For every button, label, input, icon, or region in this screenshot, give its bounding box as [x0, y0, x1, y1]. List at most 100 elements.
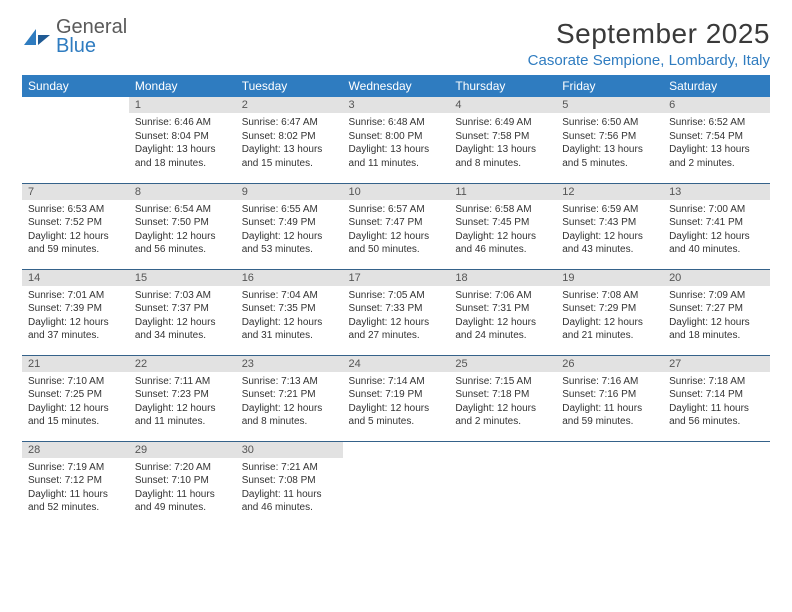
day-number: 13 [663, 184, 770, 200]
day-number: 6 [663, 97, 770, 113]
sunset-line: Sunset: 7:39 PM [28, 302, 123, 316]
daylight-line: Daylight: 12 hours [669, 316, 764, 330]
calendar-day-cell [449, 441, 556, 527]
day-body: Sunrise: 6:50 AMSunset: 7:56 PMDaylight:… [556, 113, 663, 174]
day-body: Sunrise: 6:55 AMSunset: 7:49 PMDaylight:… [236, 200, 343, 261]
daylight-line: and 46 minutes. [455, 243, 550, 257]
day-number: 7 [22, 184, 129, 200]
sunrise-line: Sunrise: 7:20 AM [135, 461, 230, 475]
calendar-week-row: 1Sunrise: 6:46 AMSunset: 8:04 PMDaylight… [22, 97, 770, 183]
sunrise-line: Sunrise: 7:10 AM [28, 375, 123, 389]
daylight-line: and 31 minutes. [242, 329, 337, 343]
calendar-day-cell: 9Sunrise: 6:55 AMSunset: 7:49 PMDaylight… [236, 183, 343, 269]
day-number: 27 [663, 356, 770, 372]
sunrise-line: Sunrise: 7:16 AM [562, 375, 657, 389]
sunset-line: Sunset: 7:49 PM [242, 216, 337, 230]
daylight-line: Daylight: 12 hours [562, 230, 657, 244]
sunrise-line: Sunrise: 7:14 AM [349, 375, 444, 389]
day-body: Sunrise: 7:11 AMSunset: 7:23 PMDaylight:… [129, 372, 236, 433]
sunset-line: Sunset: 7:31 PM [455, 302, 550, 316]
sunrise-line: Sunrise: 6:54 AM [135, 203, 230, 217]
sunrise-line: Sunrise: 7:21 AM [242, 461, 337, 475]
day-body: Sunrise: 7:15 AMSunset: 7:18 PMDaylight:… [449, 372, 556, 433]
sunset-line: Sunset: 8:04 PM [135, 130, 230, 144]
daylight-line: and 8 minutes. [455, 157, 550, 171]
day-number: 3 [343, 97, 450, 113]
sunrise-line: Sunrise: 7:03 AM [135, 289, 230, 303]
sunset-line: Sunset: 7:18 PM [455, 388, 550, 402]
calendar-day-cell: 28Sunrise: 7:19 AMSunset: 7:12 PMDayligh… [22, 441, 129, 527]
sunrise-line: Sunrise: 7:15 AM [455, 375, 550, 389]
daylight-line: and 15 minutes. [28, 415, 123, 429]
calendar-day-cell: 8Sunrise: 6:54 AMSunset: 7:50 PMDaylight… [129, 183, 236, 269]
weekday-header: Thursday [449, 75, 556, 97]
day-number: 18 [449, 270, 556, 286]
day-number: 1 [129, 97, 236, 113]
sunrise-line: Sunrise: 7:00 AM [669, 203, 764, 217]
day-body: Sunrise: 7:00 AMSunset: 7:41 PMDaylight:… [663, 200, 770, 261]
daylight-line: Daylight: 12 hours [242, 402, 337, 416]
day-number: 30 [236, 442, 343, 458]
sunrise-line: Sunrise: 6:49 AM [455, 116, 550, 130]
sunset-line: Sunset: 7:37 PM [135, 302, 230, 316]
daylight-line: and 5 minutes. [562, 157, 657, 171]
daylight-line: and 40 minutes. [669, 243, 764, 257]
sunset-line: Sunset: 7:23 PM [135, 388, 230, 402]
day-body: Sunrise: 7:09 AMSunset: 7:27 PMDaylight:… [663, 286, 770, 347]
sunset-line: Sunset: 7:25 PM [28, 388, 123, 402]
calendar-day-cell: 11Sunrise: 6:58 AMSunset: 7:45 PMDayligh… [449, 183, 556, 269]
sunset-line: Sunset: 7:21 PM [242, 388, 337, 402]
day-number: 12 [556, 184, 663, 200]
day-number: 16 [236, 270, 343, 286]
sunset-line: Sunset: 7:47 PM [349, 216, 444, 230]
day-body: Sunrise: 6:46 AMSunset: 8:04 PMDaylight:… [129, 113, 236, 174]
daylight-line: Daylight: 13 hours [349, 143, 444, 157]
calendar-day-cell: 7Sunrise: 6:53 AMSunset: 7:52 PMDaylight… [22, 183, 129, 269]
calendar-day-cell [556, 441, 663, 527]
day-number: 8 [129, 184, 236, 200]
calendar-day-cell: 26Sunrise: 7:16 AMSunset: 7:16 PMDayligh… [556, 355, 663, 441]
sunrise-line: Sunrise: 6:52 AM [669, 116, 764, 130]
sunrise-line: Sunrise: 7:11 AM [135, 375, 230, 389]
daylight-line: Daylight: 11 hours [28, 488, 123, 502]
day-number: 29 [129, 442, 236, 458]
day-number: 23 [236, 356, 343, 372]
day-number: 20 [663, 270, 770, 286]
day-body: Sunrise: 7:14 AMSunset: 7:19 PMDaylight:… [343, 372, 450, 433]
daylight-line: Daylight: 13 hours [455, 143, 550, 157]
day-number: 24 [343, 356, 450, 372]
sunset-line: Sunset: 7:56 PM [562, 130, 657, 144]
sunrise-line: Sunrise: 6:53 AM [28, 203, 123, 217]
daylight-line: Daylight: 11 hours [562, 402, 657, 416]
day-number: 9 [236, 184, 343, 200]
sunrise-line: Sunrise: 6:59 AM [562, 203, 657, 217]
sunrise-line: Sunrise: 6:50 AM [562, 116, 657, 130]
sunset-line: Sunset: 7:41 PM [669, 216, 764, 230]
page-title: September 2025 [528, 18, 770, 50]
sunrise-line: Sunrise: 6:47 AM [242, 116, 337, 130]
daylight-line: Daylight: 12 hours [28, 316, 123, 330]
daylight-line: Daylight: 11 hours [242, 488, 337, 502]
calendar-day-cell: 5Sunrise: 6:50 AMSunset: 7:56 PMDaylight… [556, 97, 663, 183]
calendar-day-cell: 29Sunrise: 7:20 AMSunset: 7:10 PMDayligh… [129, 441, 236, 527]
daylight-line: and 2 minutes. [455, 415, 550, 429]
weekday-header-row: Sunday Monday Tuesday Wednesday Thursday… [22, 75, 770, 97]
sunrise-line: Sunrise: 6:48 AM [349, 116, 444, 130]
calendar-table: Sunday Monday Tuesday Wednesday Thursday… [22, 75, 770, 527]
day-number: 11 [449, 184, 556, 200]
sunrise-line: Sunrise: 6:55 AM [242, 203, 337, 217]
day-number: 14 [22, 270, 129, 286]
calendar-day-cell: 12Sunrise: 6:59 AMSunset: 7:43 PMDayligh… [556, 183, 663, 269]
location-subtitle: Casorate Sempione, Lombardy, Italy [528, 52, 770, 69]
calendar-day-cell [343, 441, 450, 527]
sunset-line: Sunset: 7:52 PM [28, 216, 123, 230]
day-body: Sunrise: 7:06 AMSunset: 7:31 PMDaylight:… [449, 286, 556, 347]
daylight-line: and 37 minutes. [28, 329, 123, 343]
day-number: 2 [236, 97, 343, 113]
sunrise-line: Sunrise: 7:05 AM [349, 289, 444, 303]
sunset-line: Sunset: 7:54 PM [669, 130, 764, 144]
weekday-header: Tuesday [236, 75, 343, 97]
day-body: Sunrise: 6:52 AMSunset: 7:54 PMDaylight:… [663, 113, 770, 174]
daylight-line: and 52 minutes. [28, 501, 123, 515]
day-body: Sunrise: 6:48 AMSunset: 8:00 PMDaylight:… [343, 113, 450, 174]
